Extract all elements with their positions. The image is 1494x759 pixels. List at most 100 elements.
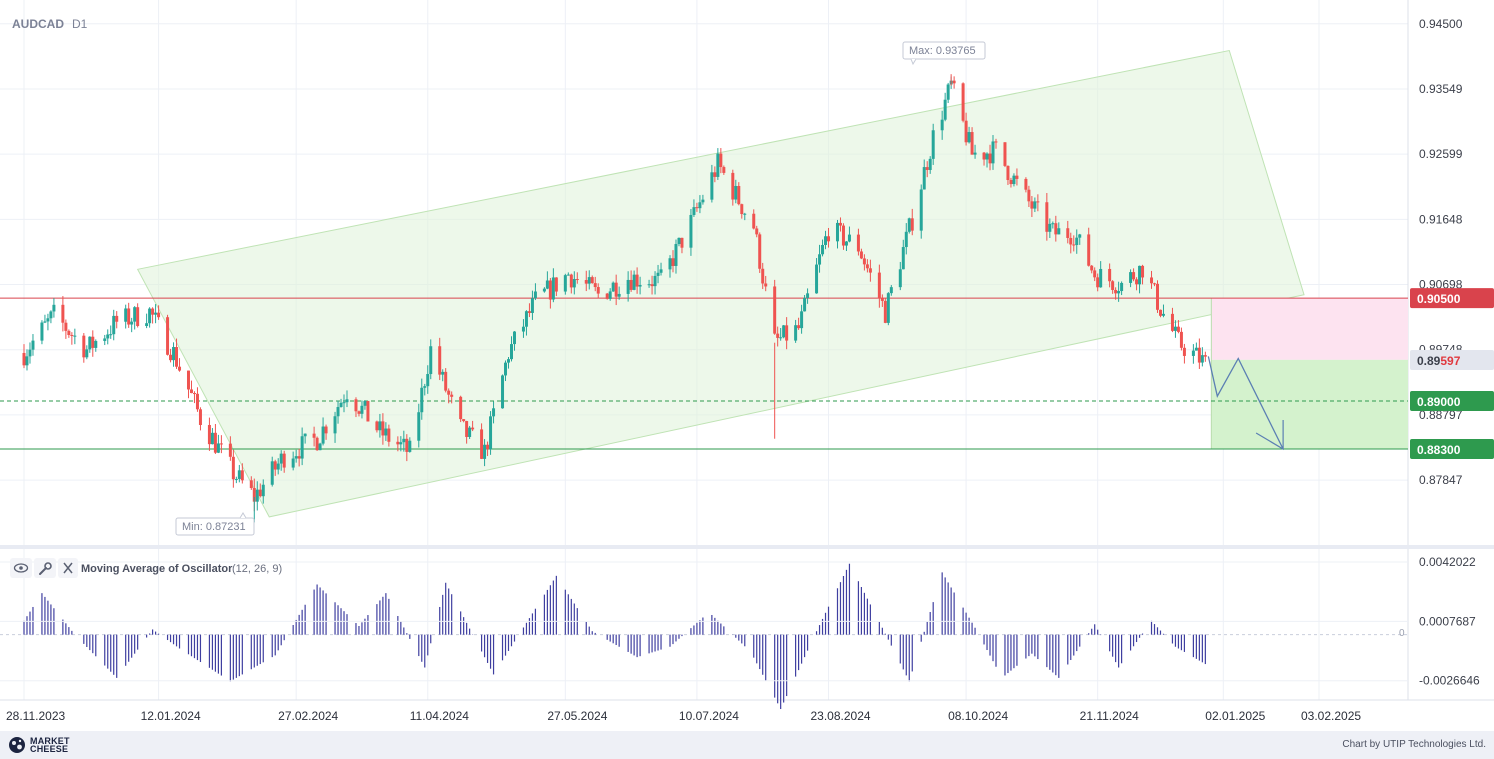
candle-body [569,274,573,288]
candle-body [73,335,77,337]
candle-body [483,444,487,459]
candle-body [151,308,155,315]
candle-body [827,236,831,242]
pane-separator[interactable] [0,545,1494,549]
min-label: Min: 0.87231 [182,521,246,533]
candle-body [1129,272,1133,283]
candle-body [1114,289,1118,294]
price-axis[interactable]: 0.945000.935490.925990.916480.906980.897… [1419,17,1463,487]
candle-body [166,317,170,355]
price-tag: 0.89000 [1417,395,1461,409]
candle-body [1006,165,1010,181]
candle-body [985,153,989,160]
candle-body [1197,347,1201,363]
candle-body [991,141,995,164]
candle-body [898,269,902,288]
time-tick-label: 27.02.2024 [278,709,338,723]
candle-body [480,429,484,459]
candle-body [420,387,424,413]
candle-body [1093,270,1097,278]
candle-body [178,366,182,371]
candle-body [82,335,86,358]
candle-body [489,416,493,450]
candle-body [752,213,756,229]
candle-body [617,293,621,297]
candle-body [261,484,265,497]
candle-body [1132,272,1136,280]
candle-body [366,400,370,422]
candle-body [106,334,110,339]
candle-body [148,308,152,324]
candle-body [635,274,639,287]
candle-body [492,408,496,417]
candle-body [847,234,851,242]
candle-body [1015,175,1019,179]
candle-body [486,444,490,450]
candle-body [43,321,47,323]
candle-body [1200,355,1204,363]
candle-body [590,277,594,284]
candle-body [381,421,385,436]
candle-body [698,202,702,209]
candle-body [1141,265,1145,278]
candle-body [417,412,421,441]
candle-body [692,207,696,215]
candle-body [28,349,32,357]
sell-zone [1211,298,1408,360]
time-axis[interactable]: 28.11.2023 12.01.2024 27.02.2024 11.04.2024… [6,709,1361,723]
candle-body [994,141,998,143]
price-tick-label: 0.93549 [1419,82,1463,96]
candle-body [907,218,911,232]
candle-body [46,318,50,322]
candle-body [471,427,475,430]
candle-body [124,308,128,322]
candle-body [803,297,807,312]
candle-body [1012,175,1016,185]
candle-body [776,333,780,338]
candle-body [734,185,738,200]
candle-body [405,438,409,452]
candle-body [821,244,825,255]
candle-body [276,463,280,470]
candle-body [542,288,546,292]
time-tick-label: 03.02.2025 [1301,709,1361,723]
candle-body [444,371,448,391]
candle-body [336,407,340,417]
candle-body [192,393,196,395]
candle-body [838,222,842,226]
candle-body [961,83,965,121]
candle-body [818,254,822,265]
candle-body [940,119,944,131]
eye-icon [13,563,29,573]
candle-body [545,280,549,289]
candle-body [94,340,98,348]
candle-body [862,258,866,265]
candle-body [566,274,570,276]
candle-body [216,443,220,453]
candle-body [169,354,173,361]
price-tick-label: 0.92599 [1419,147,1463,161]
candle-body [1045,202,1049,232]
candle-body [1182,347,1186,356]
candle-body [919,189,923,231]
candle-body [596,287,600,294]
candle-body [1069,237,1073,245]
price-tag-bg [1410,391,1494,411]
candle-body [1203,355,1207,357]
candle-body [605,293,609,299]
price-tag-bg [1410,288,1494,309]
candle-body [1170,313,1174,331]
candle-body [904,231,908,248]
candle-body [438,346,442,375]
time-tick-label: 21.11.2024 [1080,709,1139,723]
time-tick-label: 27.05.2024 [547,709,607,723]
candle-body [339,402,343,408]
candle-body [175,347,179,367]
price-tag: 0.88300 [1417,443,1461,457]
candle-body [910,218,914,231]
candle-body [608,291,612,299]
candle-body [237,470,241,479]
price-chart[interactable]: Max: 0.93765 Min: 0.87231 AUDCAD D1 0.94… [0,0,1494,731]
candle-body [551,277,555,300]
candle-body [231,456,235,480]
